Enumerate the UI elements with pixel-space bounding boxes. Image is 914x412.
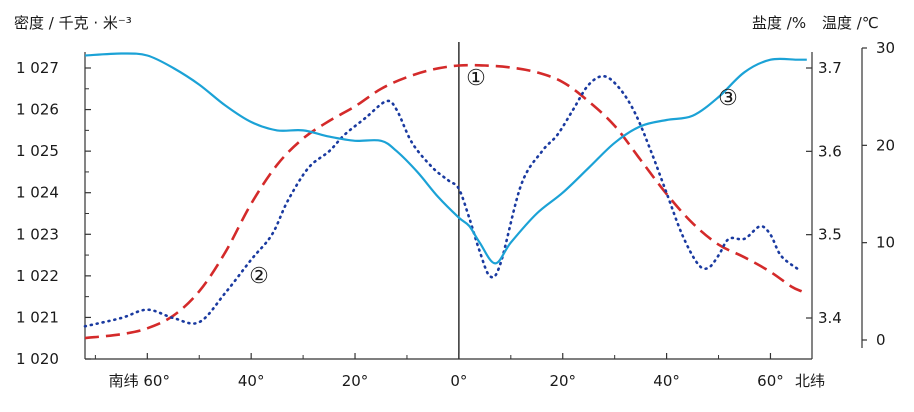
salinity-axis-title: 盐度 /%: [752, 14, 806, 32]
temperature-tick-label: 10: [876, 234, 895, 252]
temperature-axis-title: 温度 /℃: [822, 14, 879, 32]
salinity-tick-label: 3.5: [818, 226, 842, 244]
series-3-label: ③: [718, 86, 738, 111]
salinity-tick-label: 3.6: [818, 142, 842, 160]
temperature-tick-label: 30: [876, 39, 895, 57]
chart: 南纬 60° 40° 20° 0° 20° 40° 60° 北纬 1 020 1 021 1 022…: [0, 0, 914, 412]
x-tick-label: 北纬: [795, 372, 825, 390]
x-tick-label: 40°: [238, 372, 265, 390]
x-tick-label: 40°: [653, 372, 680, 390]
left-tick-label: 1 020: [16, 350, 59, 368]
series-1-label: ①: [466, 66, 486, 91]
left-axis-title: 密度 / 千克 · 米⁻³: [14, 14, 132, 32]
x-tick-label: 20°: [549, 372, 576, 390]
left-tick-label: 1 023: [16, 225, 59, 243]
salinity-tick-label: 3.4: [818, 309, 842, 327]
x-tick-label: 南纬 60°: [109, 372, 170, 390]
left-tick-label: 1 022: [16, 267, 59, 285]
x-tick-label: 0°: [450, 372, 467, 390]
density-series: [85, 53, 807, 263]
left-tick-label: 1 021: [16, 308, 59, 326]
left-tick-label: 1 026: [16, 101, 59, 119]
salinity-tick-label: 3.7: [818, 59, 842, 77]
x-tick-label: 60°: [757, 372, 784, 390]
left-tick-label: 1 027: [16, 59, 59, 77]
x-tick-label: 20°: [342, 372, 369, 390]
left-tick-label: 1 024: [16, 184, 59, 202]
series-2-label: ②: [249, 264, 269, 289]
temperature-tick-label: 20: [876, 136, 895, 154]
temperature-tick-label: 0: [876, 331, 886, 349]
chart-svg: 南纬 60° 40° 20° 0° 20° 40° 60° 北纬 1 020 1 021 1 022…: [0, 0, 914, 412]
left-tick-label: 1 025: [16, 142, 59, 160]
